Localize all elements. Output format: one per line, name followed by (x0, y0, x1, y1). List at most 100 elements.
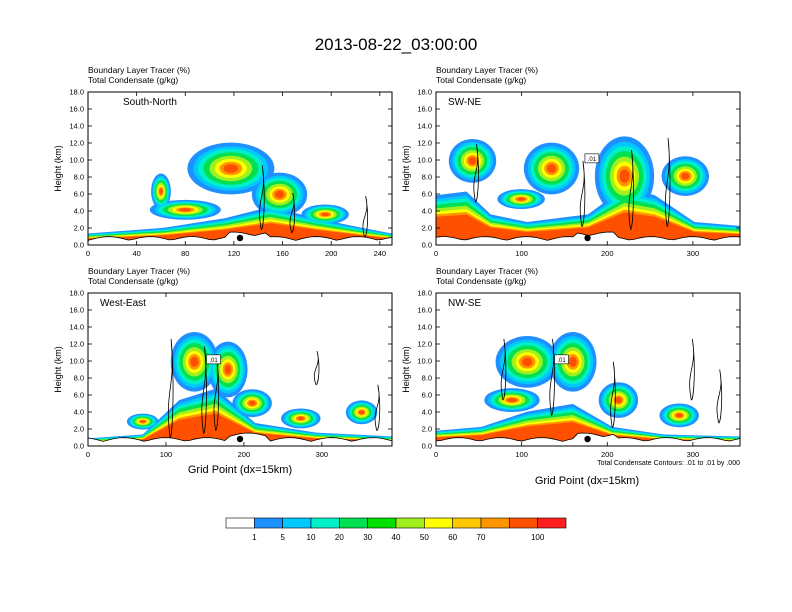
panel-title-line: Boundary Layer Tracer (%) (88, 266, 190, 276)
x-tick-label: 300 (687, 249, 700, 258)
panel-3: .01 Boundary Layer Tracer (%)Total Conden… (53, 266, 393, 459)
field-blob (468, 157, 477, 165)
contour-note: Total Condensate Contours: .01 to .01 by… (597, 460, 740, 467)
y-tick-label: 2.0 (422, 425, 432, 434)
y-tick-label: 14.0 (417, 122, 432, 131)
condensate-contour (500, 338, 507, 401)
y-tick-label: 16.0 (417, 306, 432, 315)
y-tick-label: 6.0 (422, 391, 432, 400)
x-tick-label: 200 (601, 249, 614, 258)
condensate-contour (628, 150, 634, 231)
y-tick-label: 8.0 (422, 374, 432, 383)
x-tick-label: 240 (374, 249, 387, 258)
x-tick-label: 0 (434, 249, 438, 258)
colorbar-label: 40 (392, 533, 401, 542)
condensate-contour (167, 338, 174, 439)
contour-label: .01 (209, 358, 218, 364)
colorbar-label: 60 (448, 533, 457, 542)
y-tick-label: 12.0 (417, 340, 432, 349)
y-tick-label: 6.0 (422, 190, 432, 199)
colorbar-label: 10 (307, 533, 316, 542)
y-tick-label: 14.0 (69, 122, 84, 131)
panel-title-line: Total Condensate (g/kg) (88, 75, 178, 85)
panel-title-line: Boundary Layer Tracer (%) (436, 266, 538, 276)
y-tick-label: 2.0 (74, 224, 84, 233)
y-tick-label: 18.0 (417, 88, 432, 97)
y-tick-label: 10.0 (417, 156, 432, 165)
condensate-contour (549, 338, 555, 416)
condensate-contour (313, 351, 320, 386)
location-marker (236, 234, 244, 242)
x-tick-label: 300 (687, 450, 700, 459)
y-tick-label: 2.0 (74, 425, 84, 434)
field-blob (140, 420, 146, 423)
y-tick-label: 4.0 (422, 408, 432, 417)
y-tick-label: 4.0 (422, 207, 432, 216)
y-tick-label: 0.0 (74, 241, 84, 250)
y-axis-label: Height (km) (53, 145, 63, 192)
field-blob (521, 357, 533, 367)
condensate-contour (259, 165, 265, 231)
condensate-contour (716, 369, 723, 424)
colorbar-swatch (509, 517, 538, 529)
y-tick-label: 18.0 (69, 289, 84, 298)
y-tick-label: 4.0 (74, 207, 84, 216)
y-tick-label: 16.0 (417, 105, 432, 114)
condensate-contour (289, 192, 296, 234)
field-blob (274, 190, 285, 199)
location-marker (236, 435, 244, 443)
colorbar-label: 1 (252, 533, 257, 542)
field-blob (619, 169, 630, 183)
field-shading (88, 92, 392, 245)
panel-title-line: Total Condensate (g/kg) (436, 75, 526, 85)
field-blob (546, 164, 557, 173)
y-tick-label: 16.0 (69, 306, 84, 315)
y-tick-label: 0.0 (422, 241, 432, 250)
x-tick-label: 0 (434, 450, 438, 459)
y-axis-label: Height (km) (401, 145, 411, 192)
field-blob (159, 188, 163, 195)
y-tick-label: 6.0 (74, 190, 84, 199)
y-axis-label: Height (km) (53, 346, 63, 393)
y-tick-label: 12.0 (69, 340, 84, 349)
field-blob (507, 398, 517, 403)
y-tick-label: 8.0 (74, 173, 84, 182)
y-tick-label: 6.0 (74, 391, 84, 400)
field-blob (223, 164, 239, 173)
condensate-contour (201, 346, 207, 435)
x-tick-label: 100 (515, 450, 528, 459)
location-marker (584, 435, 591, 443)
contour-label-box (206, 354, 221, 365)
plot-frame (435, 292, 741, 447)
panel-1: Boundary Layer Tracer (%)Total Condensat… (53, 65, 393, 258)
condensate-contour (610, 361, 616, 429)
panel-title-line: Boundary Layer Tracer (%) (88, 65, 190, 75)
y-tick-label: 0.0 (74, 442, 84, 451)
panel-title-line: Total Condensate (g/kg) (88, 276, 178, 286)
contour-label-box (554, 354, 569, 365)
contour-label: .01 (557, 358, 566, 364)
y-tick-label: 8.0 (422, 173, 432, 182)
field-blob (190, 356, 199, 367)
field-shading (88, 293, 392, 446)
colorbar-swatch (225, 517, 255, 529)
y-tick-label: 14.0 (69, 323, 84, 332)
plot-frame (87, 292, 393, 447)
x-tick-label: 300 (316, 450, 329, 459)
panel-2: .01 Boundary Layer Tracer (%)Total Conden… (401, 65, 741, 258)
y-tick-label: 14.0 (417, 323, 432, 332)
x-tick-label: 160 (276, 249, 289, 258)
colorbar-swatch (367, 517, 397, 529)
condensate-contour (579, 160, 586, 228)
colorbar-swatch (480, 517, 510, 529)
condensate-contour (374, 384, 381, 432)
field-blob (615, 397, 622, 404)
field-shading (436, 92, 740, 245)
panel-title-line: Total Condensate (g/kg) (436, 276, 526, 286)
y-tick-label: 2.0 (422, 224, 432, 233)
panels: Boundary Layer Tracer (%)Total Condensat… (53, 65, 741, 459)
figure-title: 2013-08-22_03:00:00 (315, 35, 478, 54)
colorbar-swatch (537, 517, 567, 529)
y-tick-label: 18.0 (69, 88, 84, 97)
